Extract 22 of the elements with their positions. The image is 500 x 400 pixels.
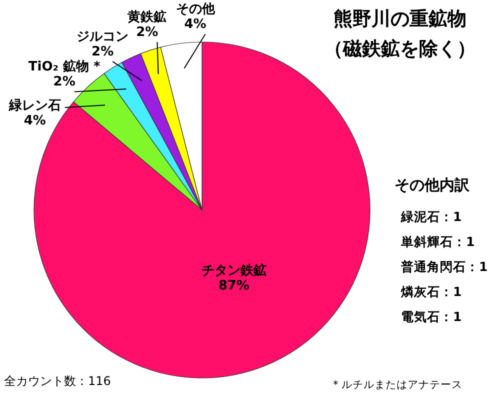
slice-label: チタン鉄鉱 [201, 262, 266, 279]
text: 燐灰石：1 [400, 284, 462, 299]
text: 普通角閃石：1 [400, 259, 488, 274]
data-label: 4% [184, 17, 206, 32]
text: * ルチルまたはアナテース [333, 379, 463, 391]
slice-label: TiO₂ 鉱物 * [28, 58, 100, 75]
slice-label: 黄鉄鉱 [126, 8, 167, 25]
slice-label: 緑レン石 [8, 98, 61, 114]
chart-title: 熊野川の重鉱物 [334, 8, 466, 30]
text: 緑泥石：1 [400, 209, 462, 224]
data-label: 2% [136, 24, 158, 40]
slice-label: ジルコン [76, 30, 129, 45]
text: その他内訳 [394, 176, 470, 194]
data-label: 4% [24, 114, 46, 128]
slice-label: その他 [176, 2, 216, 18]
data-label: 2% [53, 74, 76, 90]
text: 電気石：1 [401, 309, 462, 324]
data-label: 87% [218, 278, 250, 294]
text: （磁鉄鉱を除く） [324, 38, 476, 60]
data-label: 2% [92, 44, 114, 60]
text: 単斜輝石：1 [400, 234, 475, 249]
text: 全カウント数：116 [4, 374, 111, 388]
